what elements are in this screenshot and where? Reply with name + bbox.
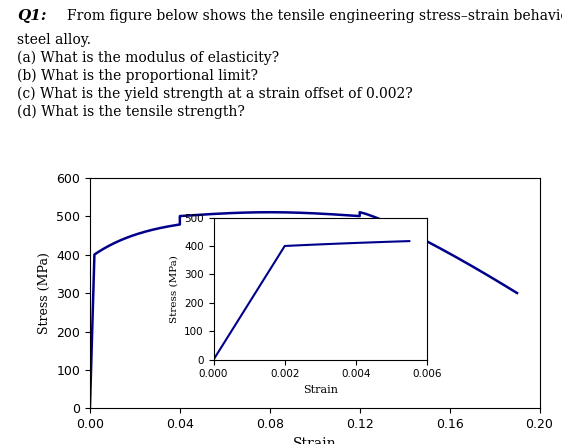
Y-axis label: Stress (MPa): Stress (MPa) xyxy=(38,252,51,334)
Y-axis label: Stress (MPa): Stress (MPa) xyxy=(170,255,179,322)
Text: (c) What is the yield strength at a strain offset of 0.002?: (c) What is the yield strength at a stra… xyxy=(17,87,413,101)
Text: steel alloy.: steel alloy. xyxy=(17,33,91,48)
Text: From figure below shows the tensile engineering stress–strain behavior for a: From figure below shows the tensile engi… xyxy=(67,9,562,23)
Text: (b) What is the proportional limit?: (b) What is the proportional limit? xyxy=(17,69,258,83)
X-axis label: Strain: Strain xyxy=(303,385,338,395)
Text: (d) What is the tensile strength?: (d) What is the tensile strength? xyxy=(17,104,244,119)
X-axis label: Strain: Strain xyxy=(293,437,337,444)
Text: Q1:: Q1: xyxy=(17,9,46,23)
Text: (a) What is the modulus of elasticity?: (a) What is the modulus of elasticity? xyxy=(17,51,279,65)
